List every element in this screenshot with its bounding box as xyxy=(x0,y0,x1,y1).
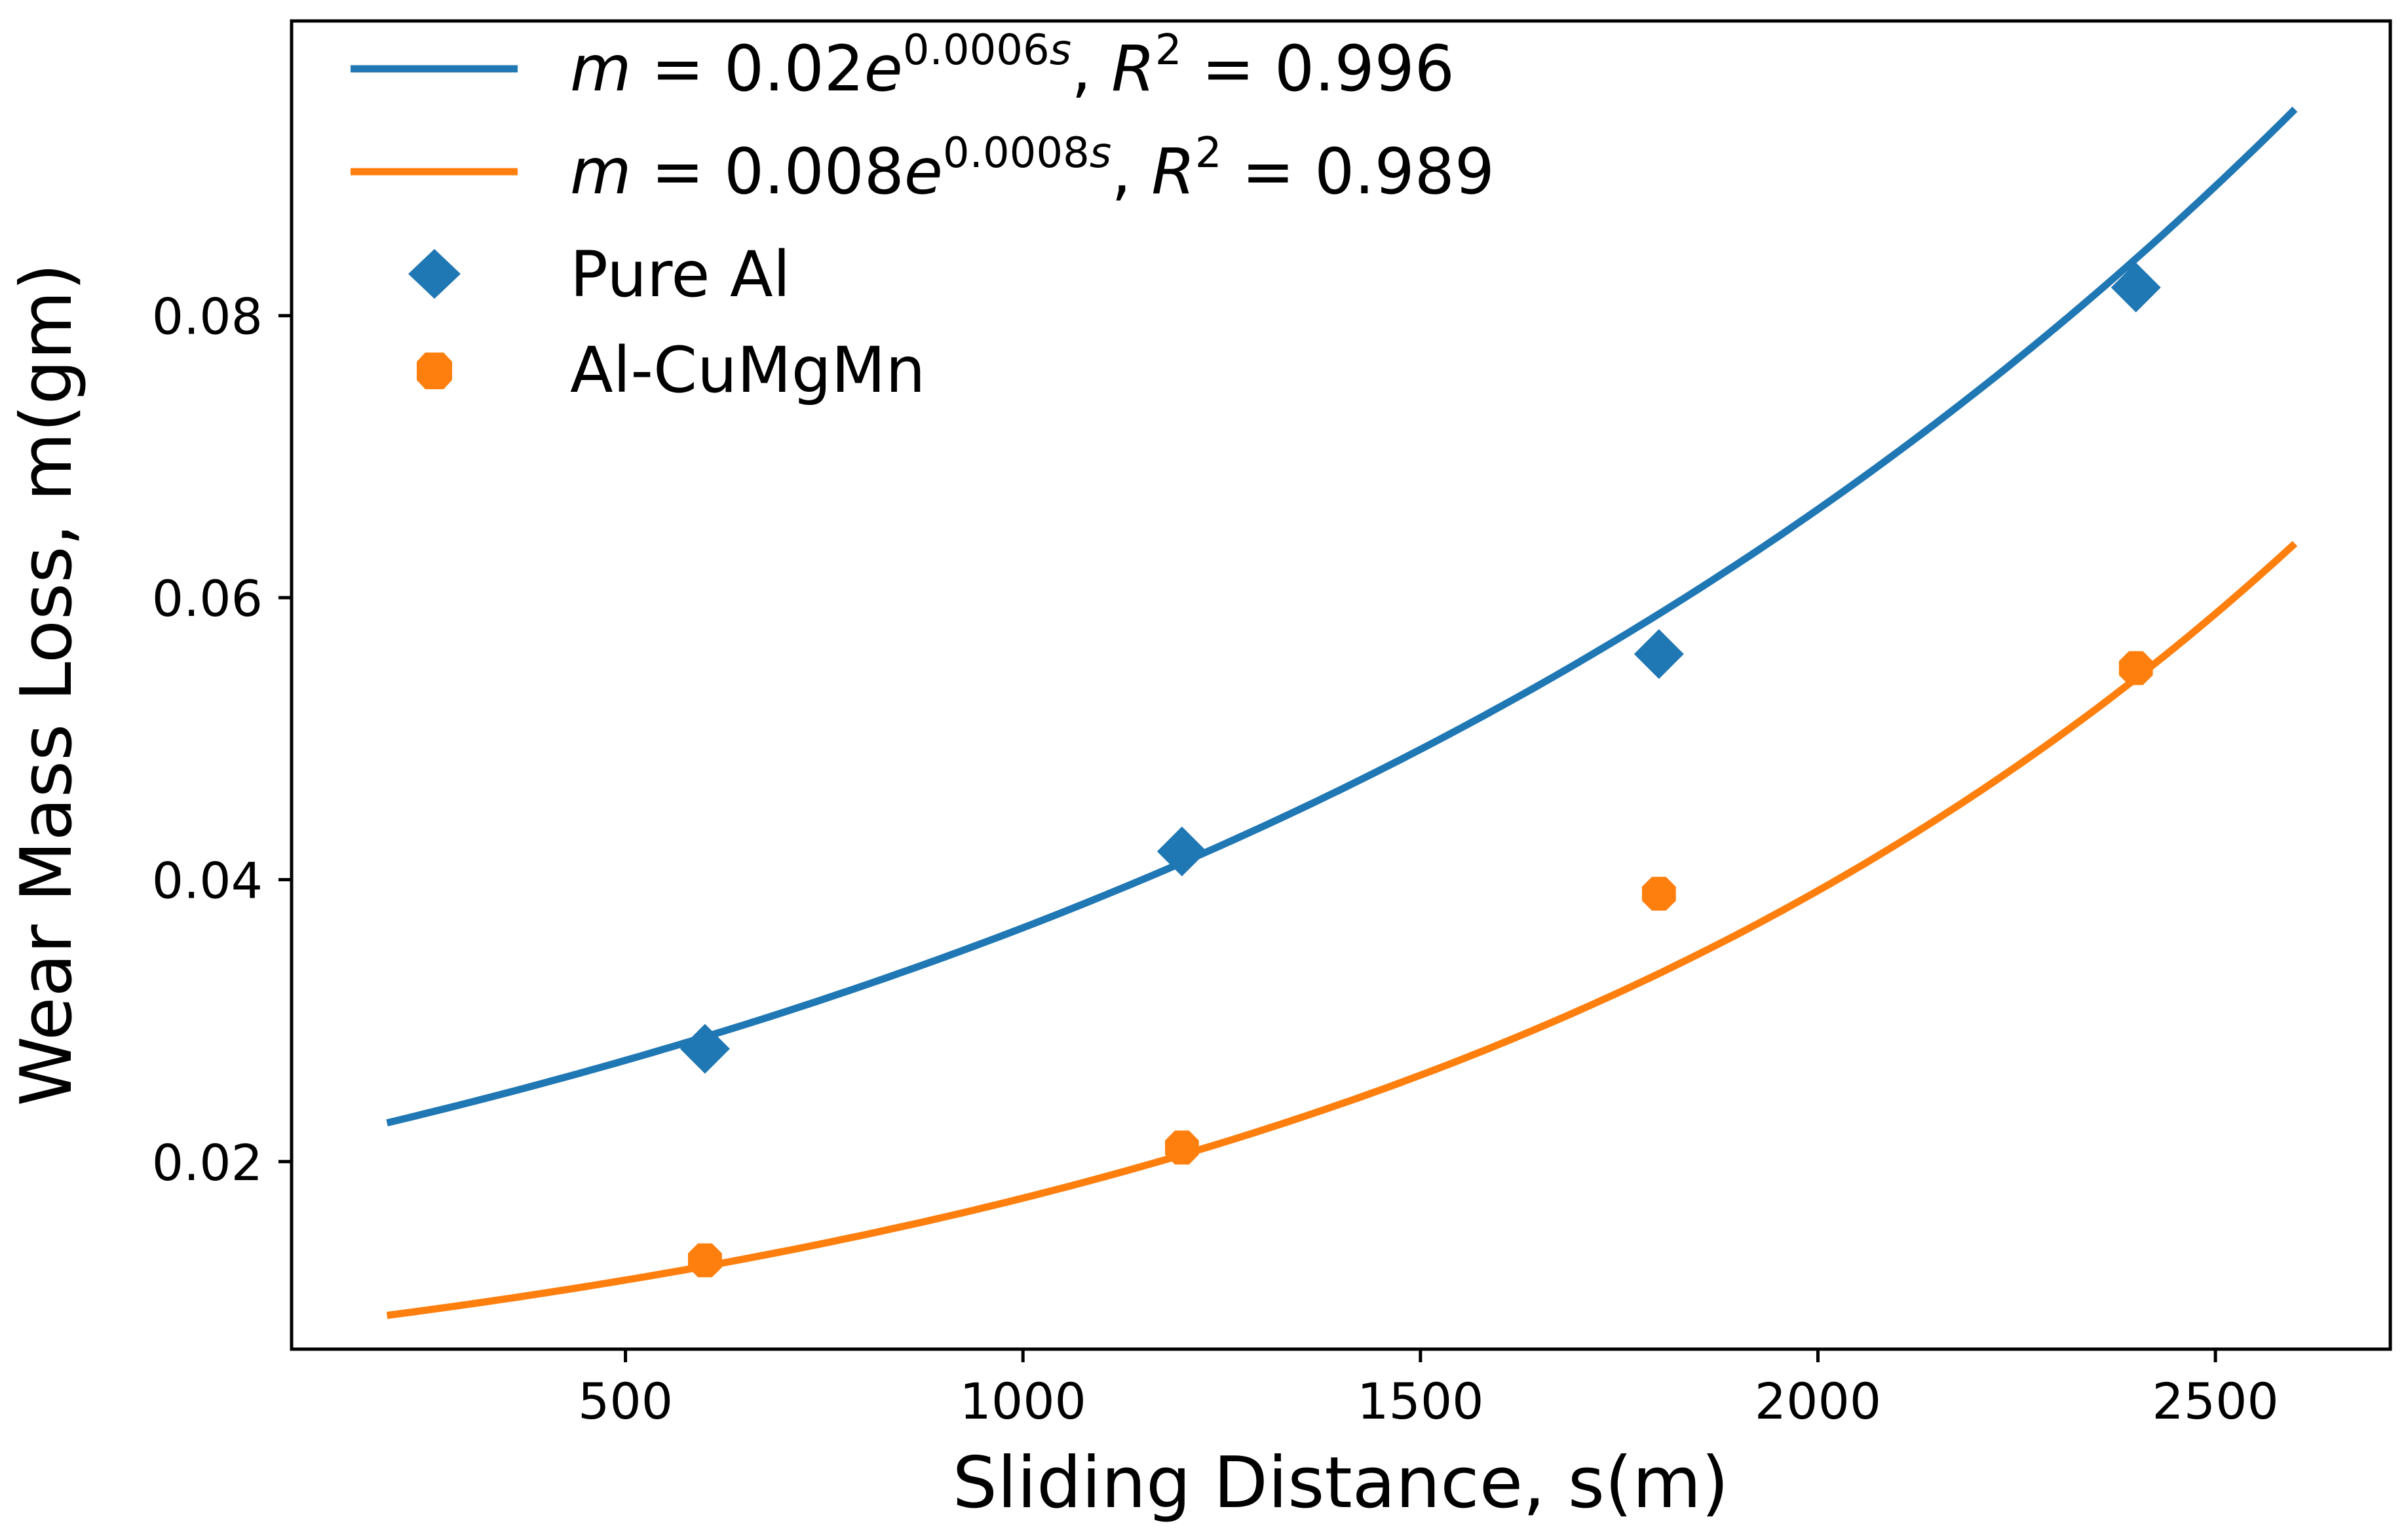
legend-label-al-cumgmn-fit: m = 0.008e0.0008s, R2 = 0.989 xyxy=(570,129,1495,208)
y-tick-label: 0.04 xyxy=(152,851,263,909)
marker-pure-al xyxy=(1634,629,1684,679)
legend-marker-pure-al xyxy=(408,249,461,299)
legend-label-pure-al-fit: m = 0.02e0.0006s, R2 = 0.996 xyxy=(570,26,1455,105)
x-tick-label: 2000 xyxy=(1755,1372,1881,1430)
marker-al-cumgmn xyxy=(1641,877,1676,911)
fit-line-al-cumgmn xyxy=(386,541,2298,1319)
y-tick-label: 0.02 xyxy=(152,1134,263,1192)
marker-al-cumgmn xyxy=(1165,1130,1199,1165)
x-tick-label: 500 xyxy=(578,1372,673,1430)
x-tick-label: 1000 xyxy=(959,1372,1086,1430)
y-axis-label: Wear Mass Loss, m(gm) xyxy=(6,263,88,1107)
legend: m = 0.02e0.0006s, R2 = 0.996 m = 0.008e0… xyxy=(351,26,1495,407)
marker-al-cumgmn xyxy=(2118,651,2153,685)
x-tick-label: 1500 xyxy=(1357,1372,1483,1430)
x-tick-label: 2500 xyxy=(2152,1372,2278,1430)
y-tick-label: 0.06 xyxy=(152,569,263,628)
marker-pure-al xyxy=(2111,262,2161,313)
legend-label-al-cumgmn: Al-CuMgMn xyxy=(570,334,925,407)
marker-pure-al xyxy=(1156,826,1207,877)
x-axis-ticks: 500 1000 1500 2000 2500 xyxy=(578,1349,2279,1430)
x-axis-label: Sliding Distance, s(m) xyxy=(952,1442,1729,1524)
legend-label-pure-al: Pure Al xyxy=(570,238,790,311)
data-markers xyxy=(679,262,2161,1278)
y-tick-label: 0.08 xyxy=(152,288,263,346)
plot-frame xyxy=(290,19,2392,1351)
legend-marker-al-cumgmn xyxy=(417,353,452,389)
marker-pure-al xyxy=(679,1023,730,1074)
marker-al-cumgmn xyxy=(688,1243,722,1278)
y-axis-ticks: 0.02 0.04 0.06 0.08 xyxy=(152,288,292,1192)
